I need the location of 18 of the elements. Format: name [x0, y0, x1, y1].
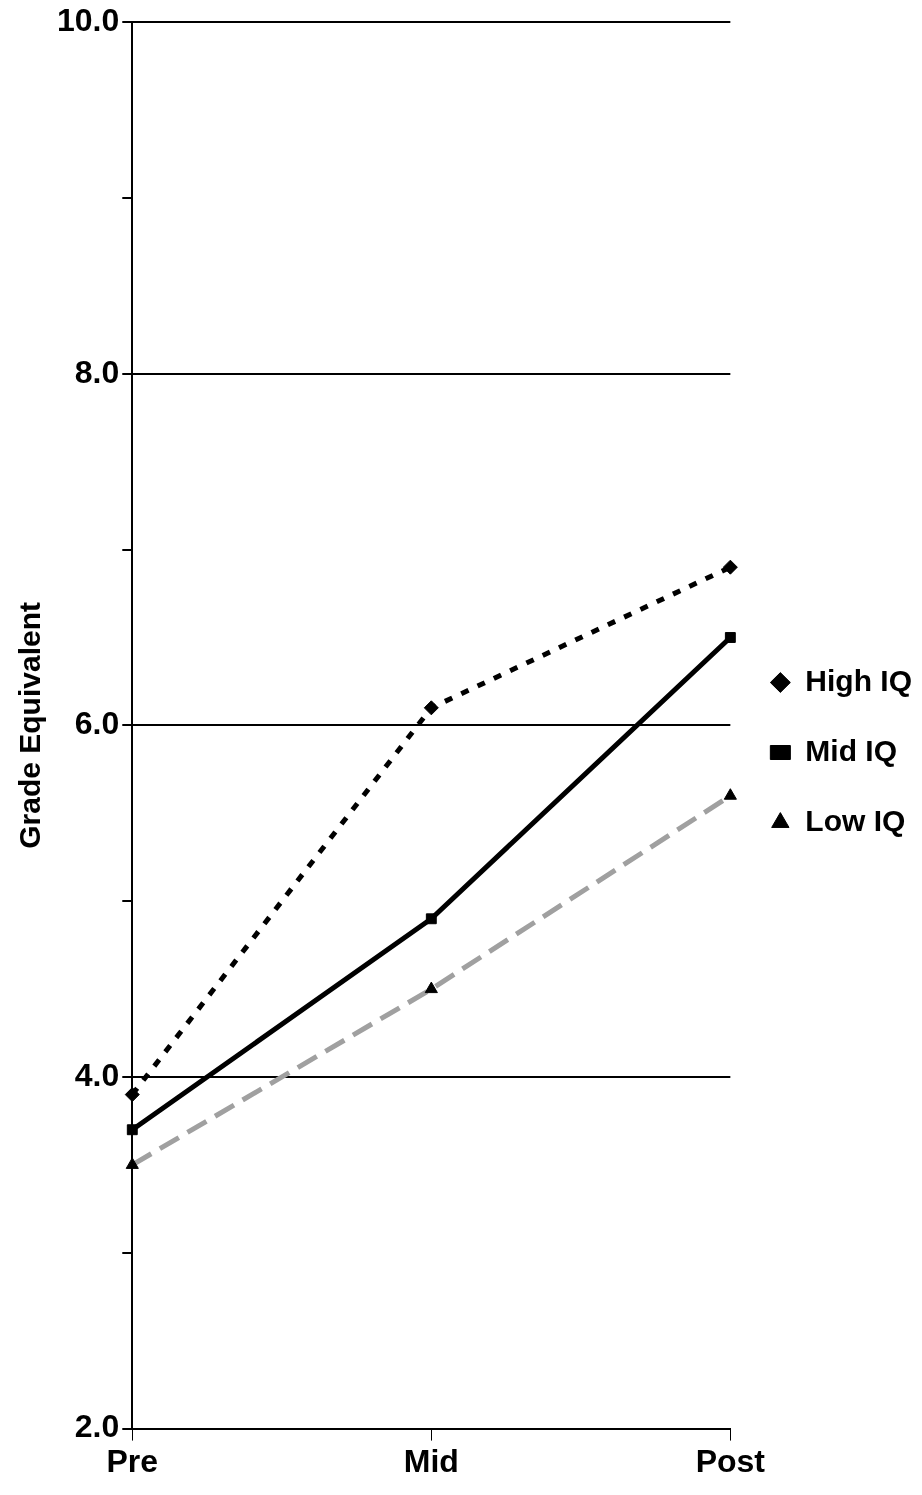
y-tick-label: 4.0	[74, 1056, 120, 1093]
legend-label: Mid IQ	[805, 733, 897, 767]
y-tick-label: 2.0	[74, 1408, 120, 1445]
point	[124, 1087, 140, 1103]
point	[724, 632, 736, 643]
legend-label: Low IQ	[805, 803, 906, 837]
point	[126, 1124, 138, 1136]
x-tick-label: Pre	[106, 1442, 159, 1479]
legend-label: High IQ	[805, 663, 912, 697]
point	[423, 700, 439, 716]
y-axis-title: Grade Equivalent	[13, 602, 47, 849]
y-tick-label: 6.0	[74, 705, 120, 742]
x-tick-label: Mid	[403, 1442, 459, 1479]
y-tick-label: 10.0	[57, 2, 120, 39]
x-tick-label: Post	[695, 1442, 766, 1479]
y-tick-label: 8.0	[74, 353, 120, 390]
point	[425, 913, 437, 925]
point	[722, 559, 738, 575]
